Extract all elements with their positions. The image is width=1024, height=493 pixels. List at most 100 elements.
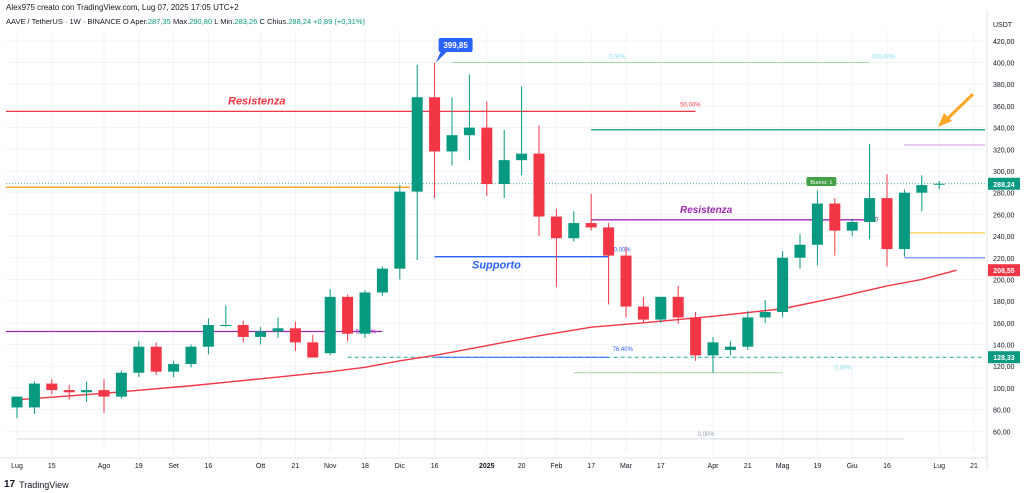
x-tick-label: 18 [361, 463, 369, 470]
candle-body [115, 372, 127, 397]
peak-label-text: 399,85 [443, 41, 468, 50]
fib-label: 0,00% [609, 55, 627, 61]
candle-body [672, 296, 684, 318]
tradingview-brand: TradingView [19, 479, 69, 490]
candle-down [98, 379, 110, 413]
candle-body [585, 223, 597, 228]
candle-down [307, 334, 319, 358]
candle-down [637, 296, 649, 323]
y-tick-label: 380,00 [993, 82, 1015, 89]
candle-body [202, 325, 214, 347]
x-tick-label: 21 [970, 463, 978, 470]
candle-up [777, 251, 789, 318]
candle-down [342, 294, 354, 342]
candle-up [916, 175, 928, 212]
low-value: 283,26 [234, 17, 258, 26]
candle-down [603, 223, 615, 305]
candle-body [289, 328, 301, 343]
x-tick-label: Lug [11, 463, 23, 470]
x-tick-label: Dic [395, 463, 406, 470]
y-tick-label: 420,00 [993, 39, 1015, 46]
y-tick-label: 260,00 [993, 212, 1015, 219]
candle-body [411, 97, 423, 192]
candle-up [255, 327, 267, 345]
x-tick-label: 20 [518, 463, 526, 470]
candle-up [168, 360, 180, 378]
candle-body [98, 390, 110, 397]
price-tag-label: 128,33 [993, 355, 1015, 362]
candle-body [568, 223, 580, 239]
y-tick-label: 160,00 [993, 321, 1015, 328]
y-tick-label: 240,00 [993, 234, 1015, 241]
candle-body [376, 268, 388, 293]
x-tick-label: 17 [587, 463, 595, 470]
low-label: Min. [220, 17, 235, 26]
x-tick-label: 16 [205, 463, 213, 470]
candle-body [359, 292, 371, 334]
y-tick-label: 100,00 [993, 386, 1015, 393]
open-label: Aper. [130, 17, 148, 26]
candle-body [133, 346, 145, 373]
candle-body [933, 183, 945, 185]
candle-up [81, 381, 93, 403]
x-tick-label: 19 [135, 463, 143, 470]
price-tag-bg [988, 177, 1020, 190]
candle-down [585, 193, 597, 231]
candle-body [150, 346, 162, 372]
candle-down [150, 342, 162, 375]
y-tick-label: 340,00 [993, 126, 1015, 133]
candle-down [620, 246, 632, 318]
candle-down [690, 312, 702, 361]
candle-up [11, 396, 23, 419]
candle-down [481, 101, 493, 196]
moving-average-line [16, 269, 957, 401]
candle-body [916, 185, 928, 193]
fib-zero-label: 0 [875, 218, 879, 224]
candle-up [794, 233, 806, 269]
candle-down [672, 285, 684, 324]
candle-body [307, 342, 319, 358]
candle-body [446, 135, 458, 152]
candle-body [28, 383, 40, 408]
candle-up [898, 189, 910, 257]
y-tick-label: 400,00 [993, 61, 1015, 68]
ohlc-legend: AAVE / TetherUS · 1W · BINANCE O Aper.28… [6, 17, 365, 26]
candle-body [690, 317, 702, 356]
y-tick-label: 280,00 [993, 191, 1015, 198]
candle-up [185, 344, 197, 368]
x-tick-label: Lug [933, 463, 945, 470]
y-tick-label: 80,00 [993, 408, 1011, 415]
orange-arrow-icon [938, 93, 974, 127]
candle-up [115, 370, 127, 399]
x-tick-label: 21 [744, 463, 752, 470]
x-tick-label: 16 [431, 463, 439, 470]
fib-label: 50,00% [680, 102, 701, 108]
candle-up [463, 74, 475, 161]
support-label: Supporto [472, 260, 521, 272]
tradingview-logo-icon: 17 [4, 479, 16, 490]
candle-body [237, 325, 249, 337]
y-tick-label: 220,00 [993, 256, 1015, 263]
peak-label-pointer [435, 52, 447, 63]
candle-up [759, 300, 771, 323]
candle-body [46, 383, 58, 391]
change-value: +0,89 (+0,31%) [313, 17, 365, 26]
candle-body [777, 257, 789, 312]
candle-body [724, 346, 736, 350]
fib-label: 76,40% [613, 347, 634, 353]
candle-body [463, 127, 475, 136]
candle-up [359, 290, 371, 339]
green-badge-bg [806, 177, 837, 187]
chart-publisher-caption: Alex975 creato con TradingView.com, Lug … [6, 3, 239, 12]
candle-up [707, 336, 719, 373]
candle-body [516, 153, 528, 161]
low-marker: L [214, 17, 219, 26]
candle-body [63, 390, 75, 393]
symbol-label[interactable]: AAVE / TetherUS · 1W · BINANCE [6, 17, 121, 26]
candle-body [829, 203, 841, 231]
resistance-label-red: Resistenza [228, 95, 285, 107]
high-value: 290,80 [189, 17, 213, 26]
candle-body [811, 203, 823, 245]
candle-body [655, 296, 667, 320]
